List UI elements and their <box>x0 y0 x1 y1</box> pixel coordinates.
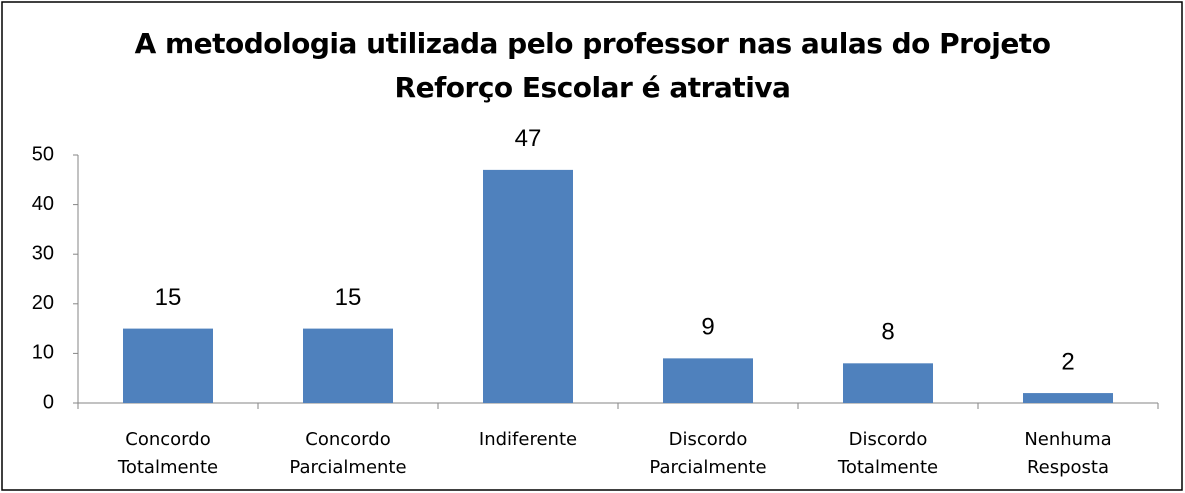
chart-title: A metodologia utilizada pelo professor n… <box>134 27 1051 104</box>
x-tick-label: Concordo Parcialmente <box>289 429 407 478</box>
x-tick-label: Indiferente <box>478 429 578 450</box>
y-tick-label: 0 <box>43 391 54 413</box>
y-tick-label: 20 <box>32 292 54 314</box>
bar <box>1023 393 1113 403</box>
x-tick-label: Concordo Totalmente <box>117 429 219 478</box>
bar <box>123 328 213 403</box>
x-tick-label: Discordo Parcialmente <box>649 429 767 478</box>
data-label: 15 <box>155 284 182 311</box>
bar <box>303 328 393 403</box>
bar <box>663 358 753 403</box>
data-label: 2 <box>1061 348 1074 375</box>
y-tick-label: 40 <box>32 193 54 215</box>
y-tick-label: 10 <box>32 342 54 364</box>
data-label: 9 <box>701 314 714 341</box>
data-label: 8 <box>881 319 894 346</box>
data-label: 15 <box>335 284 362 311</box>
x-tick-label: Discordo Totalmente <box>837 429 939 478</box>
bar <box>843 363 933 403</box>
x-tick-label: Nenhuma Resposta <box>1024 429 1112 478</box>
bar <box>483 169 573 403</box>
data-label: 47 <box>515 125 542 152</box>
y-tick-label: 30 <box>32 242 54 264</box>
y-tick-label: 50 <box>32 143 54 165</box>
